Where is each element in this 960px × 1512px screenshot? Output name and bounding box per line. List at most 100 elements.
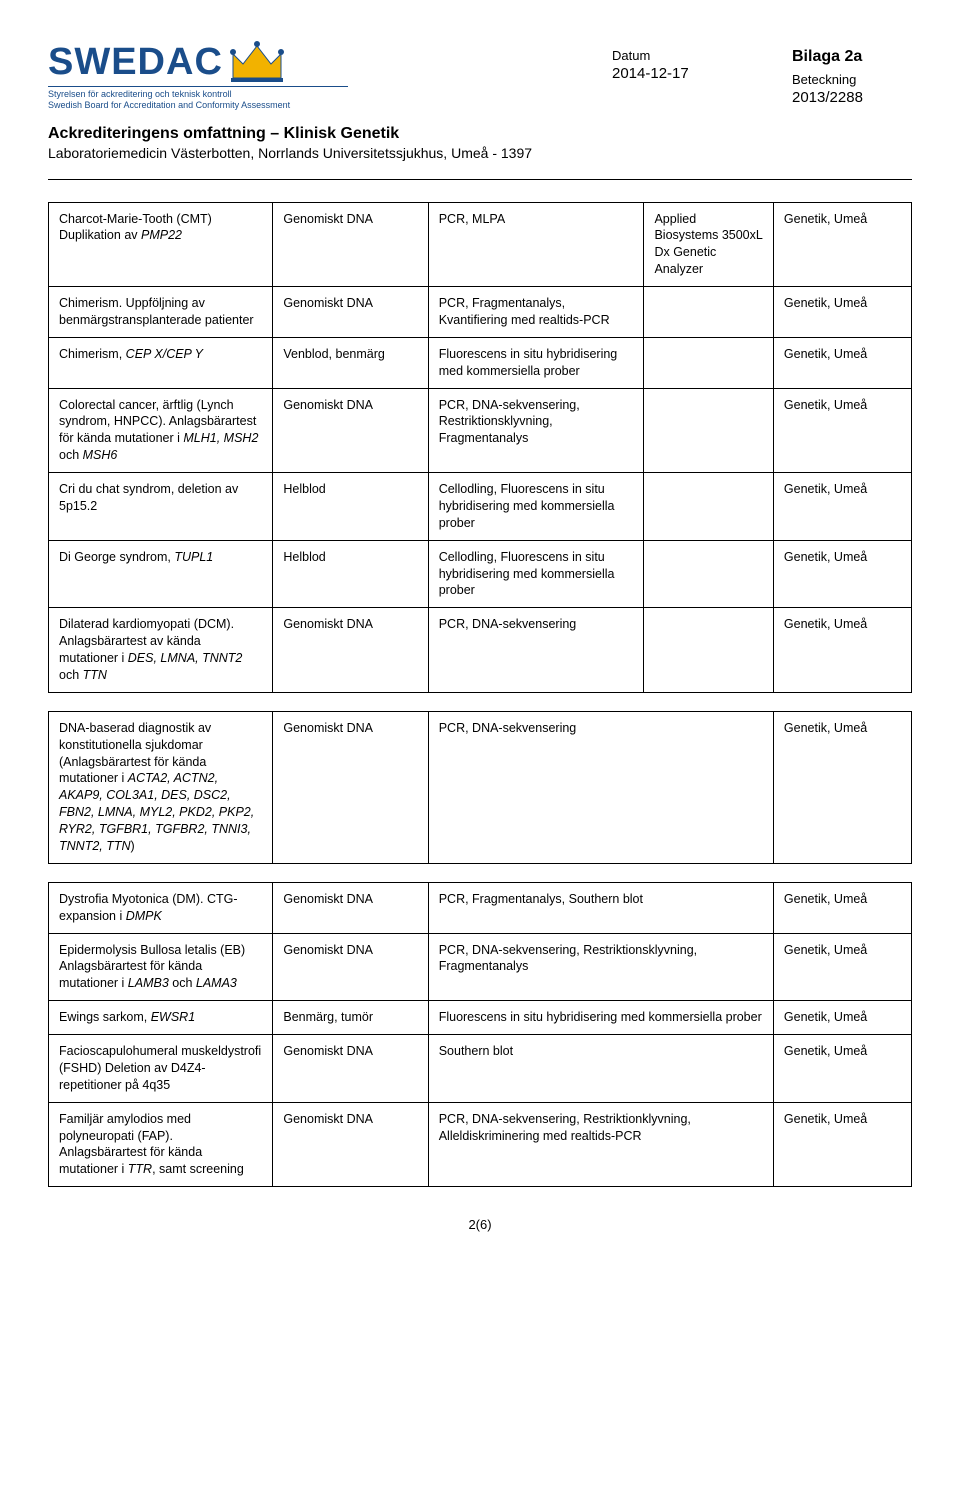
meta-block: Datum 2014-12-17 Bilaga 2a Beteckning 20…	[368, 40, 912, 106]
cell-text: PCR, Fragmentanalys, Southern blot	[428, 882, 773, 933]
cell-text: Genetik, Umeå	[773, 202, 911, 287]
cell-text: Fluorescens in situ hybridisering med ko…	[428, 1001, 773, 1035]
cell-text: Helblod	[273, 540, 428, 608]
cell-text: Genetik, Umeå	[773, 882, 911, 933]
cell-text-italic: MLH1, MSH2	[183, 431, 258, 445]
cell-text: Cellodling, Fluorescens in situ hybridis…	[428, 473, 644, 541]
cell-text: och	[59, 668, 83, 682]
page-title: Ackrediteringens omfattning – Klinisk Ge…	[48, 125, 912, 143]
cell-text: PCR, DNA-sekvensering, Restriktionsklyvn…	[428, 933, 773, 1001]
crown-icon	[229, 40, 285, 84]
cell-text	[644, 388, 773, 473]
title-block: Ackrediteringens omfattning – Klinisk Ge…	[48, 125, 912, 161]
cell-text: Chimerism,	[59, 347, 126, 361]
cell-text: )	[131, 839, 135, 853]
cell-text: Cellodling, Fluorescens in situ hybridis…	[428, 540, 644, 608]
cell-text: PCR, MLPA	[428, 202, 644, 287]
page-subtitle: Laboratoriemedicin Västerbotten, Norrlan…	[48, 145, 912, 161]
cell-text	[644, 287, 773, 338]
cell-text: Genomiskt DNA	[273, 388, 428, 473]
table-row: Dystrofia Myotonica (DM). CTG-expansion …	[49, 882, 912, 933]
cell-text: PCR, DNA-sekvensering	[428, 711, 773, 863]
table-row: Epidermolysis Bullosa letalis (EB) Anlag…	[49, 933, 912, 1001]
table-row: Facioscapulohumeral muskeldystrofi (FSHD…	[49, 1035, 912, 1103]
cell-text: Benmärg, tumör	[273, 1001, 428, 1035]
table-row: Cri du chat syndrom, deletion av 5p15.2 …	[49, 473, 912, 541]
table-row: Colorectal cancer, ärftlig (Lynch syndro…	[49, 388, 912, 473]
cell-text-italic: CEP X/CEP Y	[126, 347, 203, 361]
divider	[48, 179, 912, 180]
cell-text: PCR, DNA-sekvensering	[428, 608, 644, 693]
cell-text: Genetik, Umeå	[773, 473, 911, 541]
cell-text: Southern blot	[428, 1035, 773, 1103]
cell-text: Genomiskt DNA	[273, 711, 428, 863]
cell-text-italic: DES, LMNA, TNNT2	[128, 651, 243, 665]
cell-text: Genomiskt DNA	[273, 608, 428, 693]
logo-sub-line1: Styrelsen för ackreditering och teknisk …	[48, 89, 348, 100]
cell-text-italic: LAMB3	[128, 976, 169, 990]
table-1: Charcot-Marie-Tooth (CMT) Duplikation av…	[48, 202, 912, 693]
cell-text: Genomiskt DNA	[273, 882, 428, 933]
date-label: Datum	[612, 48, 732, 63]
cell-text: PCR, DNA-sekvensering, Restriktionsklyvn…	[428, 388, 644, 473]
cell-text: Genetik, Umeå	[773, 540, 911, 608]
cell-text-italic: PMP22	[141, 228, 182, 242]
page-header: SWEDAC Styrelsen för ackreditering och t…	[48, 40, 912, 111]
cell-text: Di George syndrom,	[59, 550, 174, 564]
cell-text: Applied Biosystems 3500xL Dx Genetic Ana…	[644, 202, 773, 287]
cell-text: Genetik, Umeå	[773, 1102, 911, 1187]
cell-text: Genomiskt DNA	[273, 1102, 428, 1187]
cell-text: och	[59, 448, 83, 462]
table-3: Dystrofia Myotonica (DM). CTG-expansion …	[48, 882, 912, 1187]
table-row: Dilaterad kardiomyopati (DCM). Anlagsbär…	[49, 608, 912, 693]
cell-text: Genetik, Umeå	[773, 1035, 911, 1103]
cell-text: Cri du chat syndrom, deletion av 5p15.2	[49, 473, 273, 541]
cell-text: Genetik, Umeå	[773, 1001, 911, 1035]
table-row: Di George syndrom, TUPL1 Helblod Cellodl…	[49, 540, 912, 608]
date-value: 2014-12-17	[612, 65, 732, 82]
table-row: DNA-baserad diagnostik av konstitutionel…	[49, 711, 912, 863]
cell-text: Charcot-Marie-Tooth (CMT) Duplikation av	[59, 212, 212, 243]
cell-text: Genomiskt DNA	[273, 202, 428, 287]
cell-text-italic: DMPK	[126, 909, 162, 923]
cell-text-italic: MSH6	[83, 448, 118, 462]
cell-text	[644, 337, 773, 388]
ref-label: Beteckning	[792, 72, 912, 87]
cell-text-italic: LAMA3	[196, 976, 237, 990]
cell-text: PCR, Fragmentanalys, Kvantifiering med r…	[428, 287, 644, 338]
cell-text: Genomiskt DNA	[273, 933, 428, 1001]
cell-text: Genetik, Umeå	[773, 287, 911, 338]
cell-text-italic: TUPL1	[174, 550, 213, 564]
cell-text: och	[169, 976, 196, 990]
logo-text: SWEDAC	[48, 41, 223, 84]
page-number: 2(6)	[48, 1217, 912, 1232]
cell-text: Facioscapulohumeral muskeldystrofi (FSHD…	[49, 1035, 273, 1103]
cell-text: Genetik, Umeå	[773, 388, 911, 473]
cell-text: Ewings sarkom,	[59, 1010, 151, 1024]
table-row: Familjär amylodios med polyneuropati (FA…	[49, 1102, 912, 1187]
cell-text	[644, 608, 773, 693]
cell-text: Helblod	[273, 473, 428, 541]
cell-text-italic: EWSR1	[151, 1010, 195, 1024]
logo-subtitle: Styrelsen för ackreditering och teknisk …	[48, 86, 348, 111]
cell-text-italic: TTR	[128, 1162, 152, 1176]
cell-text: Venblod, benmärg	[273, 337, 428, 388]
cell-text: PCR, DNA-sekvensering, Restriktionklyvni…	[428, 1102, 773, 1187]
bilaga-label: Bilaga 2a	[792, 48, 912, 66]
table-row: Ewings sarkom, EWSR1 Benmärg, tumör Fluo…	[49, 1001, 912, 1035]
ref-value: 2013/2288	[792, 89, 912, 106]
cell-text	[644, 473, 773, 541]
cell-text: Genetik, Umeå	[773, 711, 911, 863]
cell-text: Fluorescens in situ hybridisering med ko…	[428, 337, 644, 388]
table-row: Chimerism. Uppföljning av benmärgstransp…	[49, 287, 912, 338]
cell-text	[644, 540, 773, 608]
cell-text: Genomiskt DNA	[273, 1035, 428, 1103]
cell-text: Genetik, Umeå	[773, 337, 911, 388]
logo-block: SWEDAC Styrelsen för ackreditering och t…	[48, 40, 348, 111]
logo-sub-line2: Swedish Board for Accreditation and Conf…	[48, 100, 348, 111]
table-row: Chimerism, CEP X/CEP Y Venblod, benmärg …	[49, 337, 912, 388]
cell-text: , samt screening	[152, 1162, 244, 1176]
table-2: DNA-baserad diagnostik av konstitutionel…	[48, 711, 912, 864]
cell-text: Genetik, Umeå	[773, 608, 911, 693]
cell-text: Genomiskt DNA	[273, 287, 428, 338]
